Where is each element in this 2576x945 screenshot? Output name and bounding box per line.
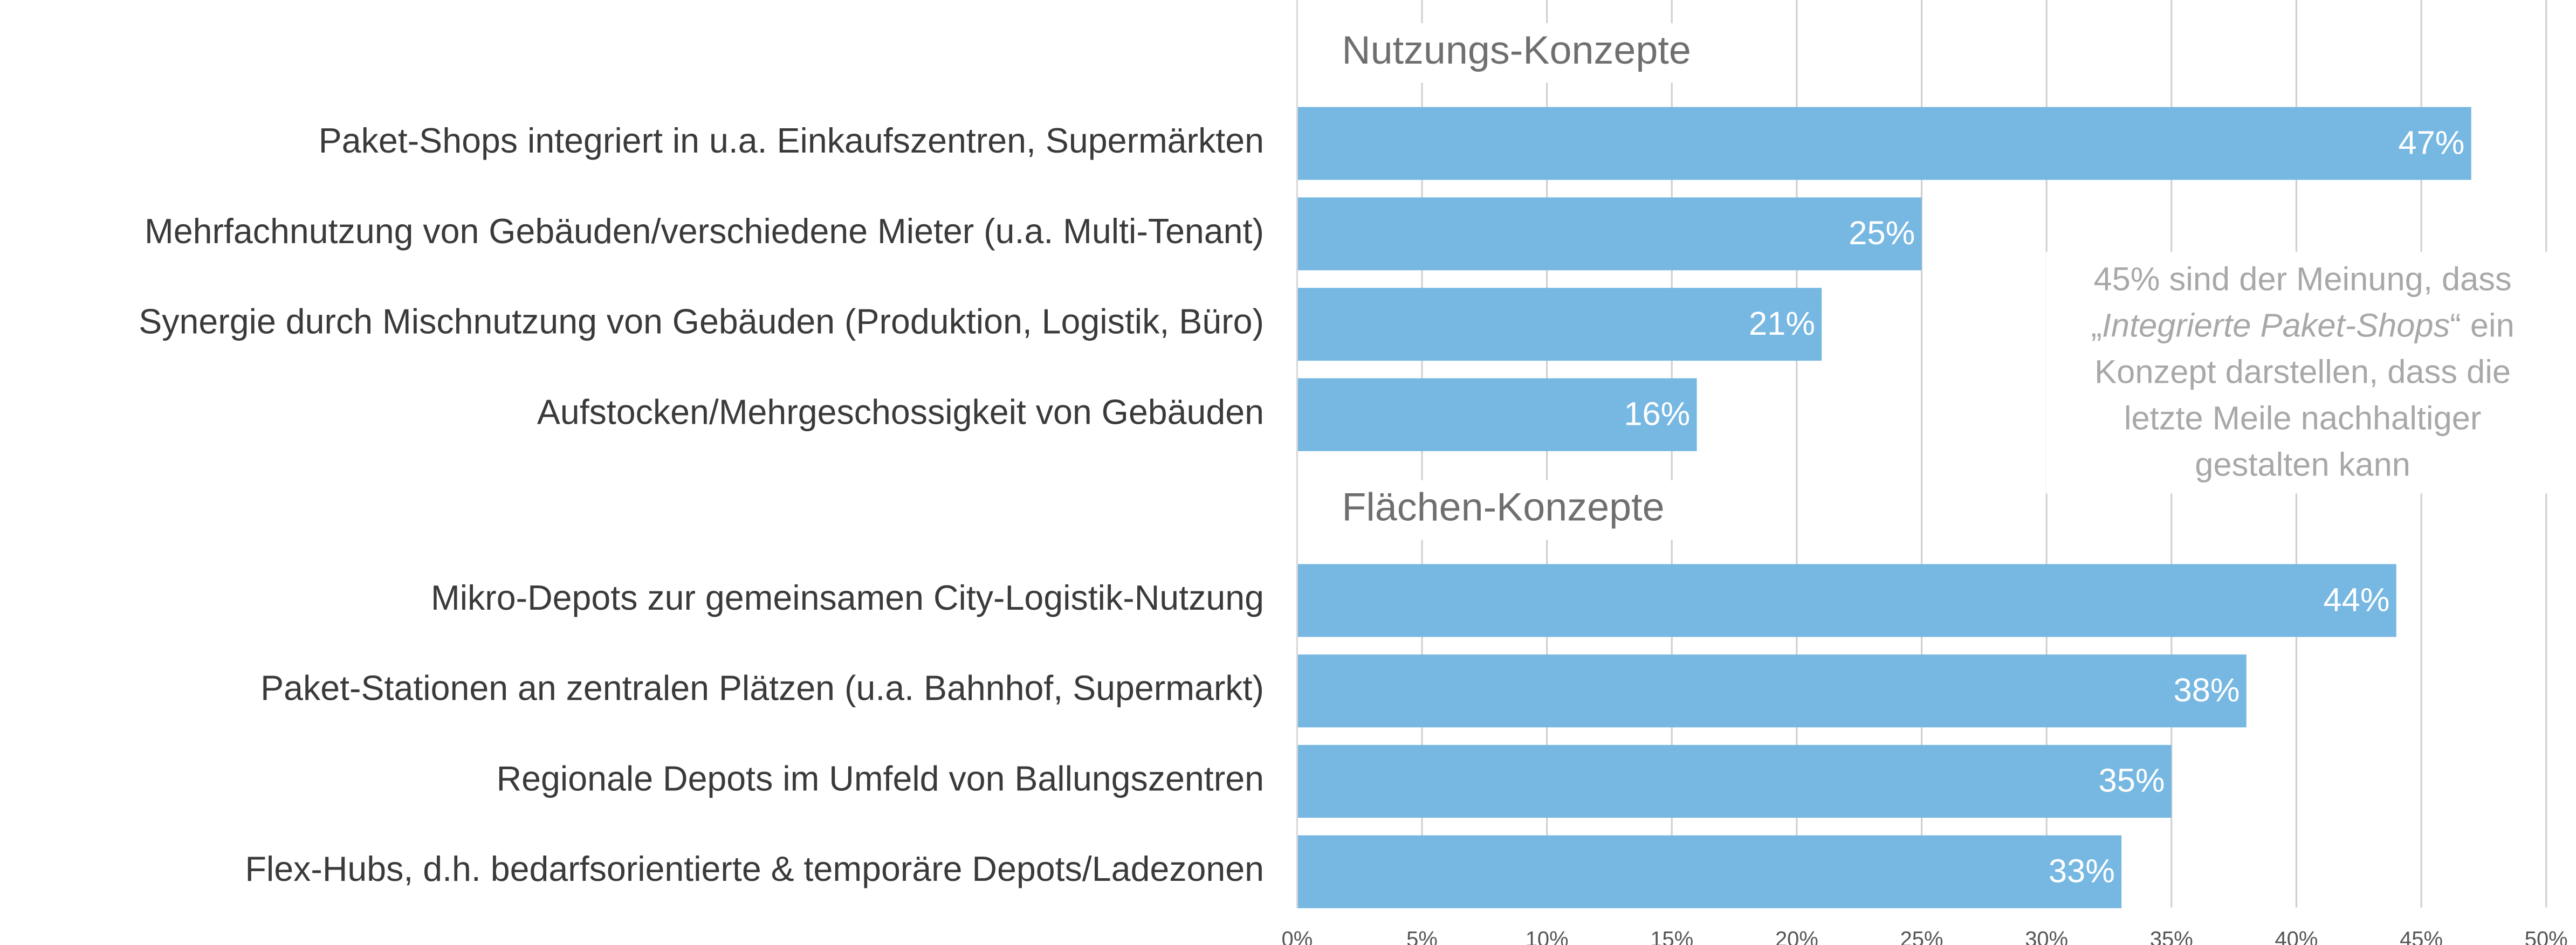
bar <box>1297 287 1822 361</box>
header-background <box>1299 480 1763 540</box>
x-tick-label: 20% <box>1775 928 1818 945</box>
bar <box>1297 744 2172 818</box>
category-label: Aufstocken/Mehrgeschossigkeit von Gebäud… <box>537 392 1264 431</box>
annotation-line: letzte Meile nachhaltiger <box>2124 400 2482 437</box>
annotation-text: “ ein <box>2450 307 2515 344</box>
annotation-line: „Integrierte Paket-Shops“ ein <box>2091 307 2514 344</box>
category-label: Paket-Shops integriert in u.a. Einkaufsz… <box>319 121 1264 160</box>
value-label: 44% <box>2323 581 2389 618</box>
value-label: 25% <box>1849 215 1915 252</box>
annotation-line: gestalten kann <box>2195 446 2410 484</box>
x-tick-label: 5% <box>1406 928 1438 945</box>
value-label: 16% <box>1624 396 1690 433</box>
annotation-background <box>2045 251 2560 494</box>
group-header: Nutzungs-Konzepte <box>1342 27 1691 72</box>
bar <box>1297 378 1697 451</box>
x-tick-label: 25% <box>1900 928 1943 945</box>
x-tick-label: 0% <box>1282 928 1313 945</box>
value-label: 21% <box>1749 305 1815 342</box>
annotation-line: 45% sind der Meinung, dass <box>2093 261 2511 298</box>
value-label: 47% <box>2398 124 2464 161</box>
category-label: Paket-Stationen an zentralen Plätzen (u.… <box>260 669 1264 708</box>
annotation-text: 45% sind der Meinung, dass <box>2093 261 2511 298</box>
annotation-text: „ <box>2091 307 2101 344</box>
value-label: 38% <box>2174 672 2240 709</box>
bar <box>1297 654 2247 728</box>
annotation-text: Konzept darstellen, dass die <box>2094 354 2511 391</box>
group-header: Flächen-Konzepte <box>1342 485 1664 529</box>
x-tick-label: 50% <box>2525 928 2568 945</box>
x-tick-label: 30% <box>2025 928 2068 945</box>
x-tick-label: 40% <box>2275 928 2318 945</box>
x-tick-label: 45% <box>2400 928 2443 945</box>
value-label: 35% <box>2099 762 2165 799</box>
header-background <box>1299 23 1763 83</box>
value-label: 33% <box>2049 852 2115 889</box>
annotation-text: gestalten kann <box>2195 446 2410 484</box>
x-tick-label: 15% <box>1650 928 1693 945</box>
annotation-text: letzte Meile nachhaltiger <box>2124 400 2482 437</box>
annotation-line: Konzept darstellen, dass die <box>2094 354 2511 391</box>
x-tick-label: 10% <box>1526 928 1569 945</box>
bar <box>1297 835 2122 908</box>
x-tick-label: 35% <box>2150 928 2193 945</box>
category-label: Mehrfachnutzung von Gebäuden/verschieden… <box>145 212 1264 251</box>
annotation-text: Integrierte Paket-Shops <box>2102 307 2450 344</box>
category-label: Flex-Hubs, d.h. bedarfsorientierte & tem… <box>245 850 1263 888</box>
bar <box>1297 107 2471 180</box>
bar <box>1297 197 1922 271</box>
category-label: Synergie durch Mischnutzung von Gebäuden… <box>139 302 1264 341</box>
category-label: Regionale Depots im Umfeld von Ballungsz… <box>497 759 1264 798</box>
category-label: Mikro-Depots zur gemeinsamen City-Logist… <box>431 578 1264 617</box>
bar <box>1297 564 2396 637</box>
